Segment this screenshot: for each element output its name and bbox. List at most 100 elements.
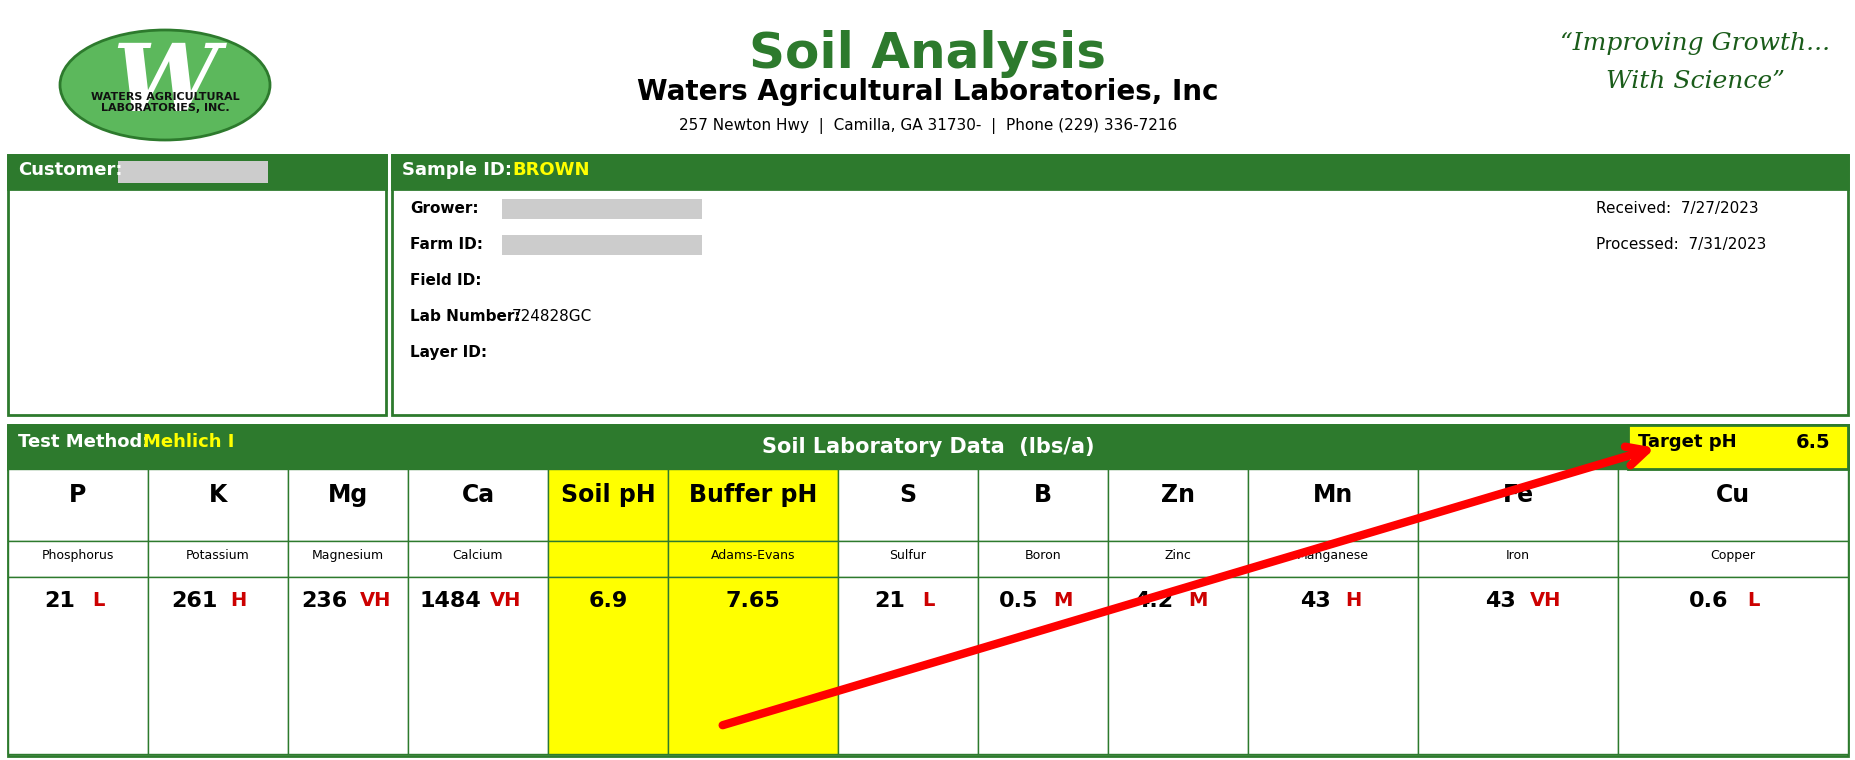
Text: 261: 261 <box>171 591 217 611</box>
Text: K: K <box>210 483 226 507</box>
Text: 6.9: 6.9 <box>588 591 627 611</box>
Text: Processed:  7/31/2023: Processed: 7/31/2023 <box>1595 237 1766 252</box>
Bar <box>391 155 1848 189</box>
Text: Zinc: Zinc <box>1163 549 1191 562</box>
Text: L: L <box>922 591 933 610</box>
Bar <box>7 155 386 189</box>
Text: B: B <box>1033 483 1052 507</box>
Text: Zn: Zn <box>1161 483 1195 507</box>
Text: 0.6: 0.6 <box>1688 591 1727 611</box>
Bar <box>119 161 267 183</box>
Text: Ca: Ca <box>462 483 493 507</box>
Bar <box>1417 577 1618 754</box>
Text: Farm ID:: Farm ID: <box>410 237 482 252</box>
Bar <box>668 577 838 754</box>
Bar <box>978 577 1107 754</box>
Text: 21: 21 <box>45 591 76 611</box>
Text: 236: 236 <box>301 591 347 611</box>
Text: Test Method:: Test Method: <box>19 433 148 451</box>
Bar <box>1618 469 1848 541</box>
Text: S: S <box>900 483 916 507</box>
Text: Phosphorus: Phosphorus <box>43 549 115 562</box>
Text: Soil Analysis: Soil Analysis <box>749 30 1106 78</box>
Bar <box>391 155 1848 415</box>
Text: 257 Newton Hwy  |  Camilla, GA 31730-  |  Phone (229) 336-7216: 257 Newton Hwy | Camilla, GA 31730- | Ph… <box>679 118 1176 134</box>
Text: L: L <box>1746 591 1759 610</box>
Text: Layer ID:: Layer ID: <box>410 345 486 360</box>
Text: BROWN: BROWN <box>512 161 590 179</box>
Text: Magnesium: Magnesium <box>312 549 384 562</box>
Bar <box>148 469 288 541</box>
Text: Sample ID:: Sample ID: <box>403 161 512 179</box>
Bar <box>547 469 668 541</box>
Bar <box>838 541 978 577</box>
Text: 0.5: 0.5 <box>998 591 1039 611</box>
Bar <box>1247 541 1417 577</box>
Text: VH: VH <box>490 591 521 610</box>
Bar <box>547 541 668 577</box>
Bar <box>1618 541 1848 577</box>
Text: H: H <box>230 591 247 610</box>
Bar <box>1417 541 1618 577</box>
Bar <box>7 577 148 754</box>
Bar <box>501 199 701 219</box>
Text: “Improving Growth...: “Improving Growth... <box>1558 32 1829 55</box>
Bar <box>1107 577 1247 754</box>
Text: Copper: Copper <box>1710 549 1755 562</box>
Text: P: P <box>69 483 87 507</box>
Bar <box>7 425 1848 469</box>
Text: 1484: 1484 <box>419 591 480 611</box>
Text: M: M <box>1054 591 1072 610</box>
Bar <box>1247 469 1417 541</box>
Text: VH: VH <box>1530 591 1560 610</box>
Bar <box>7 469 148 541</box>
Bar <box>668 469 838 541</box>
Bar <box>288 469 408 541</box>
Bar <box>1618 577 1848 754</box>
Bar <box>838 577 978 754</box>
Bar <box>1417 469 1618 541</box>
Bar <box>838 469 978 541</box>
Text: M: M <box>1187 591 1208 610</box>
Bar <box>978 469 1107 541</box>
Text: Buffer pH: Buffer pH <box>688 483 816 507</box>
Text: Manganese: Manganese <box>1297 549 1369 562</box>
Text: Mn: Mn <box>1311 483 1352 507</box>
Text: Cu: Cu <box>1716 483 1749 507</box>
Text: 43: 43 <box>1298 591 1330 611</box>
Text: W: W <box>111 40 217 130</box>
Text: With Science”: With Science” <box>1605 70 1783 93</box>
Bar <box>668 541 838 577</box>
Bar <box>7 541 148 577</box>
Text: Target pH: Target pH <box>1638 433 1736 451</box>
Ellipse shape <box>59 30 269 140</box>
Bar <box>288 577 408 754</box>
Text: 4.2: 4.2 <box>1133 591 1172 611</box>
Bar <box>7 425 1848 756</box>
Text: 43: 43 <box>1484 591 1514 611</box>
Bar <box>1107 469 1247 541</box>
Text: LABORATORIES, INC.: LABORATORIES, INC. <box>100 103 230 113</box>
Bar <box>978 541 1107 577</box>
Text: 7.65: 7.65 <box>725 591 779 611</box>
Text: Mg: Mg <box>328 483 367 507</box>
Bar <box>501 235 701 255</box>
Text: Lab Number:: Lab Number: <box>410 309 521 324</box>
Bar <box>408 541 547 577</box>
Bar <box>547 577 668 754</box>
Bar <box>148 577 288 754</box>
Text: 21: 21 <box>874 591 905 611</box>
Text: Customer:: Customer: <box>19 161 122 179</box>
Bar <box>1107 541 1247 577</box>
Text: WATERS AGRICULTURAL: WATERS AGRICULTURAL <box>91 92 239 102</box>
Text: Boron: Boron <box>1024 549 1061 562</box>
Text: L: L <box>91 591 104 610</box>
Text: Adams-Evans: Adams-Evans <box>710 549 794 562</box>
Text: 6.5: 6.5 <box>1796 433 1829 452</box>
Text: Mehlich I: Mehlich I <box>143 433 234 451</box>
Text: Sulfur: Sulfur <box>889 549 926 562</box>
Bar <box>148 541 288 577</box>
Bar <box>408 469 547 541</box>
Text: VH: VH <box>360 591 391 610</box>
Text: Waters Agricultural Laboratories, Inc: Waters Agricultural Laboratories, Inc <box>636 78 1219 106</box>
